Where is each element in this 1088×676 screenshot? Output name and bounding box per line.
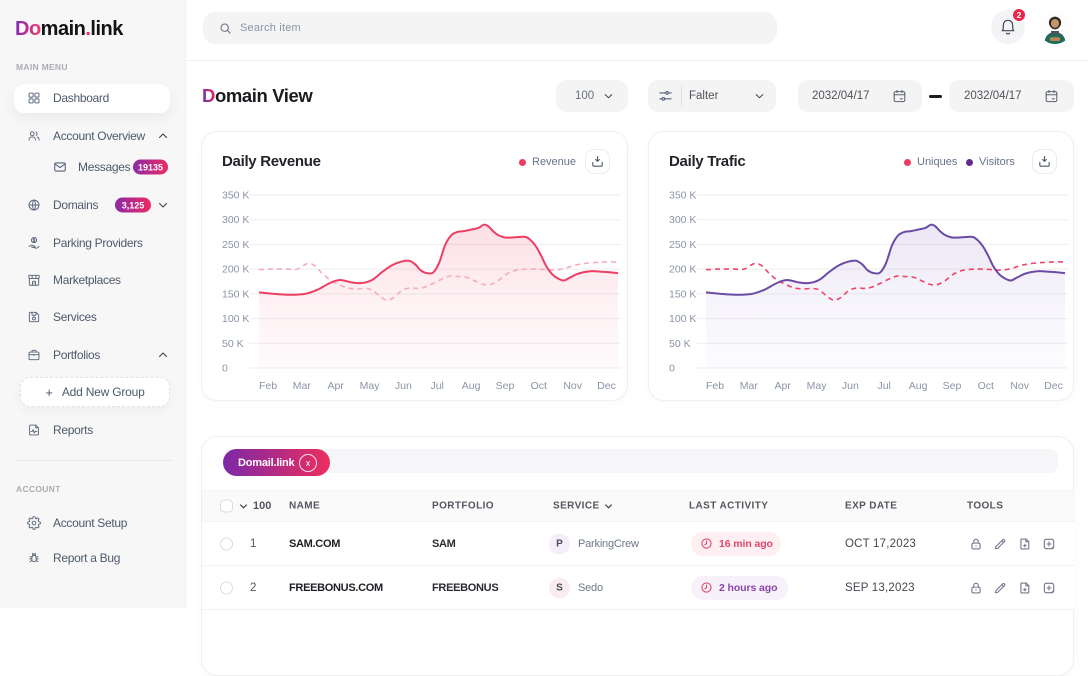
svg-text:150 K: 150 K [669, 288, 696, 300]
svg-text:Nov: Nov [1010, 380, 1029, 392]
svg-text:Mar: Mar [740, 380, 759, 392]
svg-text:Feb: Feb [706, 380, 724, 392]
svg-text:May: May [360, 380, 381, 392]
svg-text:Feb: Feb [259, 380, 277, 392]
svg-text:Dec: Dec [597, 380, 616, 392]
svg-text:Jun: Jun [395, 380, 412, 392]
svg-text:Oct: Oct [531, 380, 547, 392]
svg-text:Apr: Apr [775, 380, 792, 392]
svg-text:Sep: Sep [943, 380, 962, 392]
svg-text:50 K: 50 K [222, 338, 244, 350]
svg-text:100 K: 100 K [669, 313, 696, 325]
svg-text:300 K: 300 K [222, 214, 249, 226]
svg-text:Mar: Mar [293, 380, 312, 392]
svg-text:Aug: Aug [462, 380, 481, 392]
svg-text:350 K: 350 K [222, 190, 249, 202]
svg-text:Apr: Apr [328, 380, 345, 392]
svg-text:100 K: 100 K [222, 313, 249, 325]
svg-text:50 K: 50 K [669, 338, 691, 350]
svg-text:Jun: Jun [842, 380, 859, 392]
svg-text:0: 0 [222, 363, 228, 375]
svg-text:Dec: Dec [1044, 380, 1063, 392]
svg-text:Jul: Jul [430, 380, 443, 392]
svg-text:Sep: Sep [496, 380, 515, 392]
svg-text:350 K: 350 K [669, 190, 696, 202]
svg-text:Jul: Jul [877, 380, 890, 392]
svg-text:250 K: 250 K [222, 239, 249, 251]
svg-text:Oct: Oct [978, 380, 994, 392]
svg-text:Aug: Aug [909, 380, 928, 392]
svg-text:0: 0 [669, 363, 675, 375]
svg-text:150 K: 150 K [222, 288, 249, 300]
svg-text:200 K: 200 K [669, 264, 696, 276]
svg-text:200 K: 200 K [222, 264, 249, 276]
svg-text:250 K: 250 K [669, 239, 696, 251]
svg-text:May: May [807, 380, 828, 392]
svg-text:300 K: 300 K [669, 214, 696, 226]
svg-text:Nov: Nov [563, 380, 582, 392]
